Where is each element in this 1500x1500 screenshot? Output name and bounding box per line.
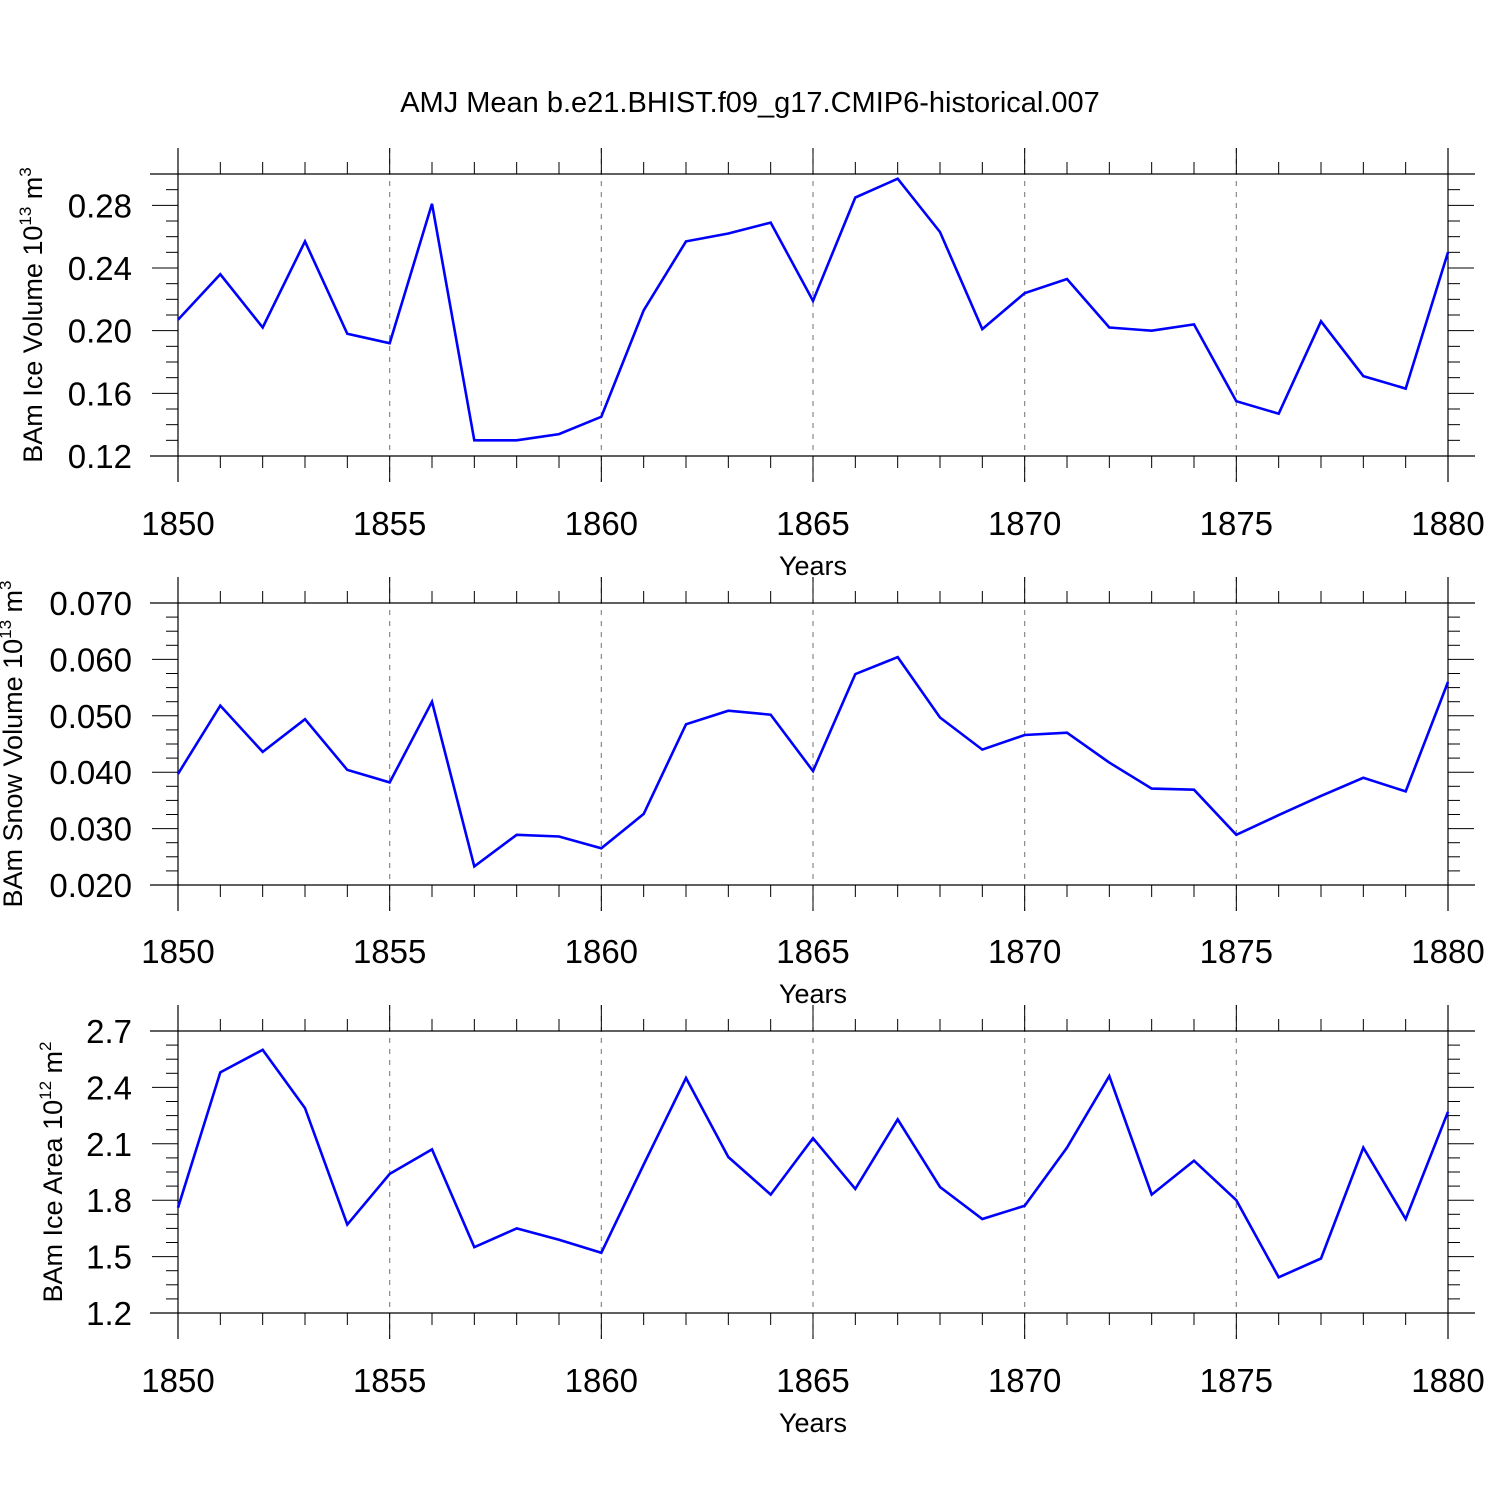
- series-line-snow-volume: [176, 655, 1450, 869]
- y-tick-label: 2.1: [86, 1126, 132, 1163]
- y-tick-label: 0.030: [49, 811, 132, 848]
- y-axis-title: BAm Ice Volume 1013 m3: [16, 167, 48, 463]
- y-tick-label: 0.24: [68, 250, 132, 287]
- x-tick-label: 1880: [1411, 933, 1484, 970]
- y-tick-label: 0.20: [68, 313, 132, 350]
- series-line-ice-area: [176, 1048, 1450, 1279]
- x-tick-label: 1850: [141, 505, 214, 542]
- y-tick-label: 0.12: [68, 438, 132, 475]
- x-tick-label: 1880: [1411, 505, 1484, 542]
- chart-ice-area: 1.2 1.5 1.8 2.1 2.4 2.7 1850 1855 1860 1865 1870 18…: [36, 1005, 1485, 1438]
- x-tick-label: 1855: [353, 505, 426, 542]
- figure-title: AMJ Mean b.e21.BHIST.f09_g17.CMIP6-histo…: [400, 87, 1100, 119]
- x-tick-label: 1865: [776, 933, 849, 970]
- x-tick-label: 1875: [1200, 933, 1273, 970]
- x-tick-label: 1875: [1200, 505, 1273, 542]
- y-tick-label: 2.4: [86, 1069, 132, 1106]
- series-line-ice-volume: [177, 177, 1450, 442]
- chart-ice-volume: 0.12 0.16 0.20 0.24 0.28 1850 1855 1860 1865 1870…: [16, 148, 1485, 581]
- x-tick-label: 1850: [141, 933, 214, 970]
- y-tick-label: 0.060: [49, 641, 132, 678]
- y-tick-label: 0.070: [49, 585, 132, 622]
- x-tick-label: 1880: [1411, 1362, 1484, 1399]
- x-tick-label: 1870: [988, 933, 1061, 970]
- chart-snow-volume: 0.020 0.030 0.040 0.050 0.060 0.070 1850 1855 18…: [0, 577, 1485, 1009]
- x-tick-label: 1875: [1200, 1362, 1273, 1399]
- x-tick-label: 1850: [141, 1362, 214, 1399]
- y-tick-label: 0.16: [68, 375, 132, 412]
- y-tick-label: 1.8: [86, 1182, 132, 1219]
- x-tick-label: 1855: [353, 1362, 426, 1399]
- x-tick-label: 1865: [776, 1362, 849, 1399]
- y-tick-label: 1.2: [86, 1295, 132, 1332]
- x-tick-label: 1865: [776, 505, 849, 542]
- y-tick-label: 0.050: [49, 698, 132, 735]
- y-tick-label: 0.040: [49, 754, 132, 791]
- x-axis-title: Years: [779, 979, 847, 1009]
- y-tick-label: 0.020: [49, 867, 132, 904]
- y-axis-title: BAm Snow Volume 1013 m3: [0, 580, 28, 907]
- y-tick-label: 2.7: [86, 1013, 132, 1050]
- x-tick-label: 1860: [565, 1362, 638, 1399]
- y-tick-label: 0.28: [68, 187, 132, 224]
- x-axis-title: Years: [779, 1408, 847, 1438]
- y-axis-title: BAm Ice Area 1012 m2: [36, 1042, 68, 1303]
- x-tick-label: 1870: [988, 1362, 1061, 1399]
- x-axis-title: Years: [779, 551, 847, 581]
- y-tick-label: 1.5: [86, 1239, 132, 1276]
- x-tick-label: 1860: [565, 933, 638, 970]
- x-tick-label: 1870: [988, 505, 1061, 542]
- x-tick-label: 1860: [565, 505, 638, 542]
- x-tick-label: 1855: [353, 933, 426, 970]
